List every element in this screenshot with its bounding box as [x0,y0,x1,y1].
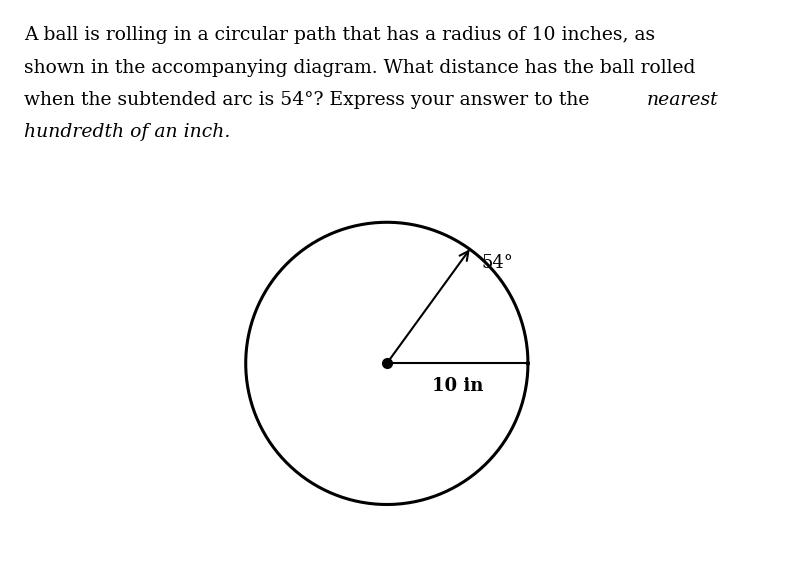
Text: A ball is rolling in a circular path that has a radius of 10 inches, as: A ball is rolling in a circular path tha… [24,26,655,45]
Text: hundredth of an inch.: hundredth of an inch. [24,123,230,142]
Text: 54°: 54° [481,255,513,272]
Text: when the subtended arc is 54°? Express your answer to the: when the subtended arc is 54°? Express y… [24,91,595,109]
Text: nearest: nearest [646,91,718,109]
Text: shown in the accompanying diagram. What distance has the ball rolled: shown in the accompanying diagram. What … [24,59,695,77]
Text: 10 in: 10 in [432,377,483,396]
